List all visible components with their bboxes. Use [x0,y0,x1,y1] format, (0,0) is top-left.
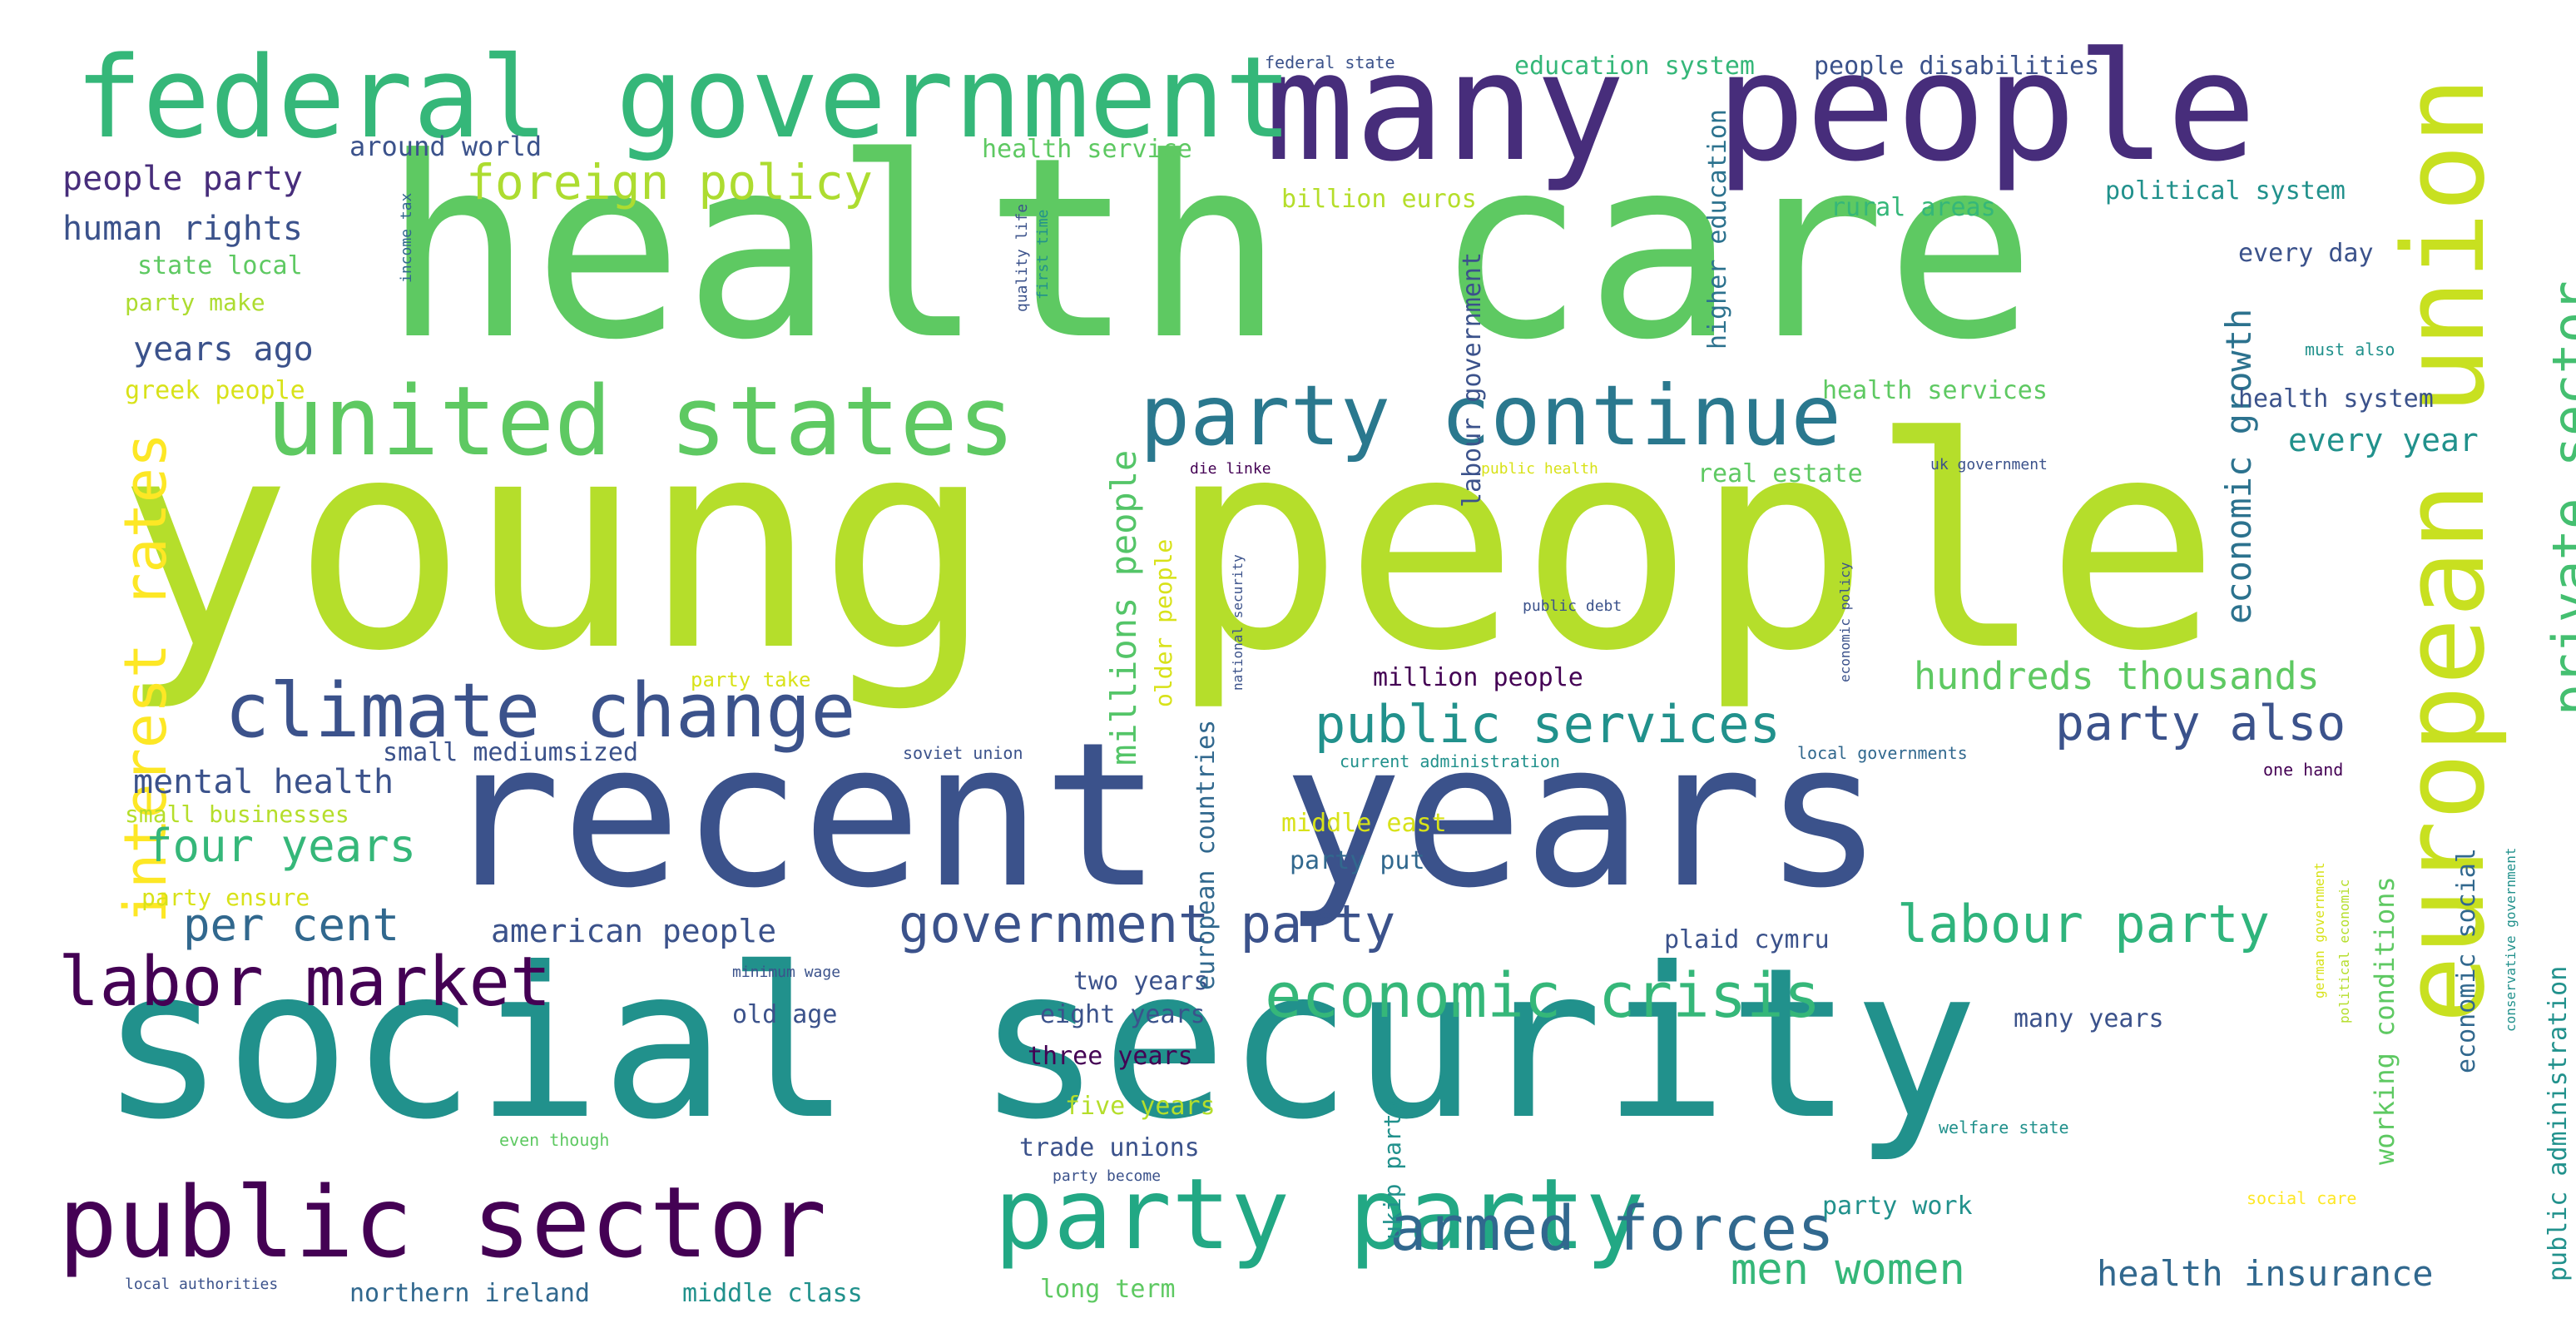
cloud-word: labour party [1897,894,2270,954]
cloud-word: two years [1073,967,1209,996]
cloud-word: men women [1731,1245,1965,1295]
cloud-word: die linke [1190,460,1271,478]
cloud-word: one hand [2263,760,2344,780]
cloud-word: party become [1053,1167,1162,1185]
cloud-word: human rights [62,210,303,248]
cloud-word: private sector [2541,280,2576,716]
cloud-word: state local [137,251,303,280]
cloud-word: party ensure [141,884,310,911]
cloud-word: must also [2305,339,2395,359]
cloud-word: working conditions [2369,876,2400,1165]
cloud-word: income tax [398,192,415,283]
cloud-word: people disabilities [1814,52,2100,81]
cloud-word: around world [349,131,542,162]
cloud-word: ukip party [1379,1099,1406,1240]
cloud-word: health insurance [2097,1253,2434,1294]
cloud-word: economic social [2452,848,2481,1073]
cloud-word: armed forces [1390,1193,1835,1265]
cloud-word: government party [899,894,1396,954]
cloud-word: health system [2238,384,2434,414]
cloud-word: public sector [58,1165,827,1280]
cloud-word: middle class [682,1279,863,1308]
cloud-word: party make [125,289,265,316]
cloud-word: trade unions [1019,1133,1200,1162]
cloud-word: party put [1290,846,1425,875]
cloud-word: every year [2288,422,2479,458]
cloud-word: public health [1481,460,1598,478]
cloud-word: german government [2311,862,2327,999]
cloud-word: old age [732,1000,838,1029]
cloud-word: hundreds thousands [1914,654,2320,698]
cloud-word: older people [1150,538,1177,707]
cloud-word: greek people [125,376,305,405]
cloud-word: quality life [1013,203,1031,312]
cloud-word: real estate [1697,459,1863,488]
cloud-word: small businesses [125,800,349,828]
cloud-word: european countries [1191,719,1221,990]
cloud-word: labor market [58,943,552,1022]
cloud-word: local governments [1797,743,1968,763]
cloud-word: small mediumsized [383,738,639,767]
cloud-word: health care [383,104,2036,394]
cloud-word: social security [100,923,1979,1165]
cloud-word: people party [62,160,303,198]
cloud-word: european union [2379,77,2509,1023]
cloud-word: first time [1034,209,1052,300]
cloud-word: public administration [2544,965,2573,1281]
cloud-word: american people [491,913,777,949]
cloud-word: rural areas [1830,193,1996,222]
cloud-word: economic crisis [1265,960,1821,1032]
cloud-word: recent years [441,699,1884,932]
cloud-word: years ago [133,330,314,369]
cloud-word: many people [1265,21,2257,195]
cloud-word: social care [2247,1188,2357,1208]
cloud-word: young people [116,375,2221,715]
cloud-word: eight years [1040,1000,1206,1029]
cloud-word: million people [1373,663,1583,692]
cloud-word: soviet union [903,743,1023,763]
cloud-word: many years [2014,1004,2164,1033]
cloud-word: foreign policy [466,154,873,211]
cloud-word: northern ireland [349,1279,590,1308]
cloud-word: national security [1230,554,1246,691]
cloud-word: party continue [1140,367,1841,464]
cloud-word: economic growth [2218,308,2259,624]
cloud-word: party also [2055,695,2346,751]
cloud-word: political economic [2336,879,2352,1023]
cloud-word: party party [994,1157,1645,1271]
cloud-word: federal government [75,32,1292,163]
cloud-word: united states [266,366,1016,478]
cloud-word: billion euros [1281,185,1477,214]
cloud-word: millions people [1103,449,1144,766]
cloud-word: education system [1514,52,1755,81]
cloud-word: health service [982,135,1192,164]
cloud-word: party work [1822,1192,1973,1221]
cloud-word: five years [1065,1092,1216,1121]
cloud-word: mental health [133,763,394,801]
cloud-word: higher education [1703,109,1732,349]
cloud-word: conservative government [2503,847,2519,1032]
cloud-word: public debt [1523,597,1622,615]
cloud-word: even though [499,1130,610,1150]
cloud-word: local authorities [125,1276,279,1293]
cloud-word: economic policy [1837,562,1853,683]
cloud-word: long term [1040,1275,1176,1304]
cloud-word: uk government [1930,456,2048,473]
cloud-word: public services [1315,694,1781,755]
cloud-word: health services [1822,376,2048,405]
cloud-word: middle east [1281,809,1447,838]
cloud-word: political system [2105,176,2346,206]
cloud-word: plaid cymru [1664,925,1830,954]
cloud-word: four years [146,820,417,872]
cloud-word: every day [2238,239,2374,268]
cloud-word: three years [1028,1042,1193,1071]
cloud-word: welfare state [1939,1117,2069,1137]
cloud-word: minimum wage [732,964,841,981]
cloud-word: current administration [1340,751,1560,771]
cloud-word: per cent [183,899,400,951]
cloud-word: climate change [225,667,856,755]
cloud-word: party take [691,668,811,691]
cloud-word: federal state [1265,52,1395,72]
